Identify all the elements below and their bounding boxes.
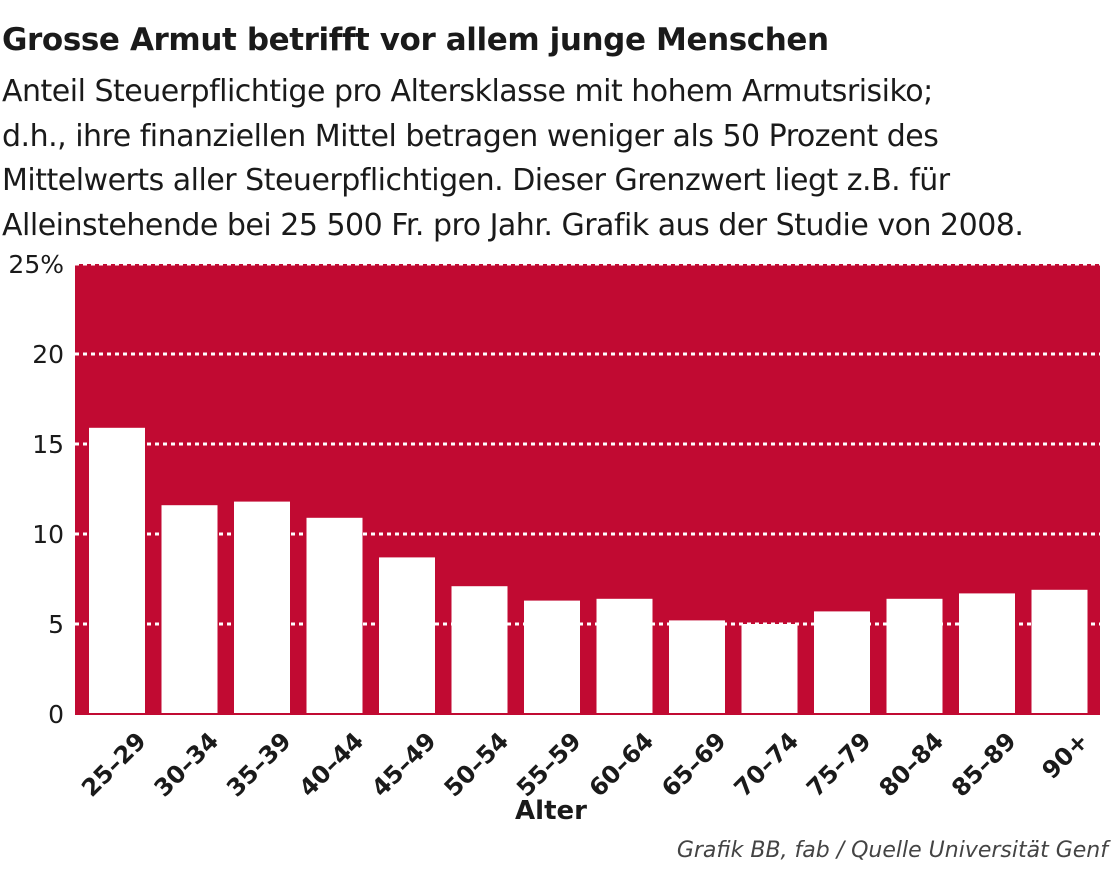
plot-background	[75, 264, 1100, 714]
bar-65–69	[669, 620, 725, 714]
bar-70–74	[741, 624, 798, 714]
bar-80–84	[886, 598, 943, 714]
chart-subtitle: Anteil Steuerpflichtige pro Altersklasse…	[2, 70, 1114, 248]
x-tick-label: 25–29	[76, 727, 152, 803]
bar-85–89	[959, 593, 1015, 714]
bar-30–34	[161, 505, 218, 714]
bar-75–79	[814, 611, 870, 714]
x-tick-label: 50–54	[439, 727, 515, 803]
subtitle-line-4: Alleinstehende bei 25 500 Fr. pro Jahr. …	[2, 207, 1024, 243]
y-tick-label: 20	[32, 340, 64, 369]
x-tick-label: 45–49	[366, 727, 442, 803]
x-tick-label: 30–34	[149, 727, 225, 803]
bar-45–49	[379, 557, 435, 714]
bar-40–44	[306, 517, 363, 714]
y-tick-label: 25%	[8, 250, 64, 279]
bar-60–64	[596, 598, 653, 714]
x-tick-label: 70–74	[729, 727, 805, 803]
chart-title: Grosse Armut betrifft vor allem junge Me…	[2, 22, 829, 58]
x-tick-label: 90+	[1037, 727, 1095, 785]
subtitle-line-2: d.h., ihre finanziellen Mittel betragen …	[2, 118, 939, 154]
bar-25–29	[89, 427, 145, 714]
bars	[89, 427, 1088, 714]
x-tick-label: 35–39	[221, 727, 297, 803]
y-tick-label: 5	[48, 610, 64, 639]
x-tick-label: 55–59	[511, 727, 587, 803]
x-tick-label: 65–69	[656, 727, 732, 803]
y-tick-label: 10	[32, 520, 64, 549]
x-tick-label: 85–89	[946, 727, 1022, 803]
y-tick-label: 15	[32, 430, 64, 459]
bar-chart: 0 5 10 15 20 25% 25–2930–3435–3940–4445–4950–…	[8, 250, 1100, 826]
subtitle-line-3: Mittelwerts aller Steuerpflichtigen. Die…	[2, 163, 950, 198]
x-tick-label: 40–44	[294, 727, 370, 803]
source-credit: Grafik BB, fab / Quelle Universität Genf	[676, 838, 1108, 863]
y-tick-label: 0	[48, 700, 64, 729]
subtitle-line-1: Anteil Steuerpflichtige pro Altersklasse…	[2, 74, 933, 109]
bar-35–39	[234, 501, 290, 714]
x-tick-label: 75–79	[801, 727, 877, 803]
y-tick-labels: 0 5 10 15 20 25%	[8, 250, 64, 729]
x-tick-labels: 25–2930–3435–3940–4445–4950–5455–5960–64…	[76, 727, 1094, 803]
x-tick-label: 60–64	[584, 727, 660, 803]
bar-50–54	[451, 586, 508, 714]
bar-55–59	[524, 600, 580, 714]
bar-90+	[1031, 589, 1088, 714]
x-axis-label: Alter	[515, 796, 587, 826]
x-tick-label: 80–84	[874, 727, 950, 803]
